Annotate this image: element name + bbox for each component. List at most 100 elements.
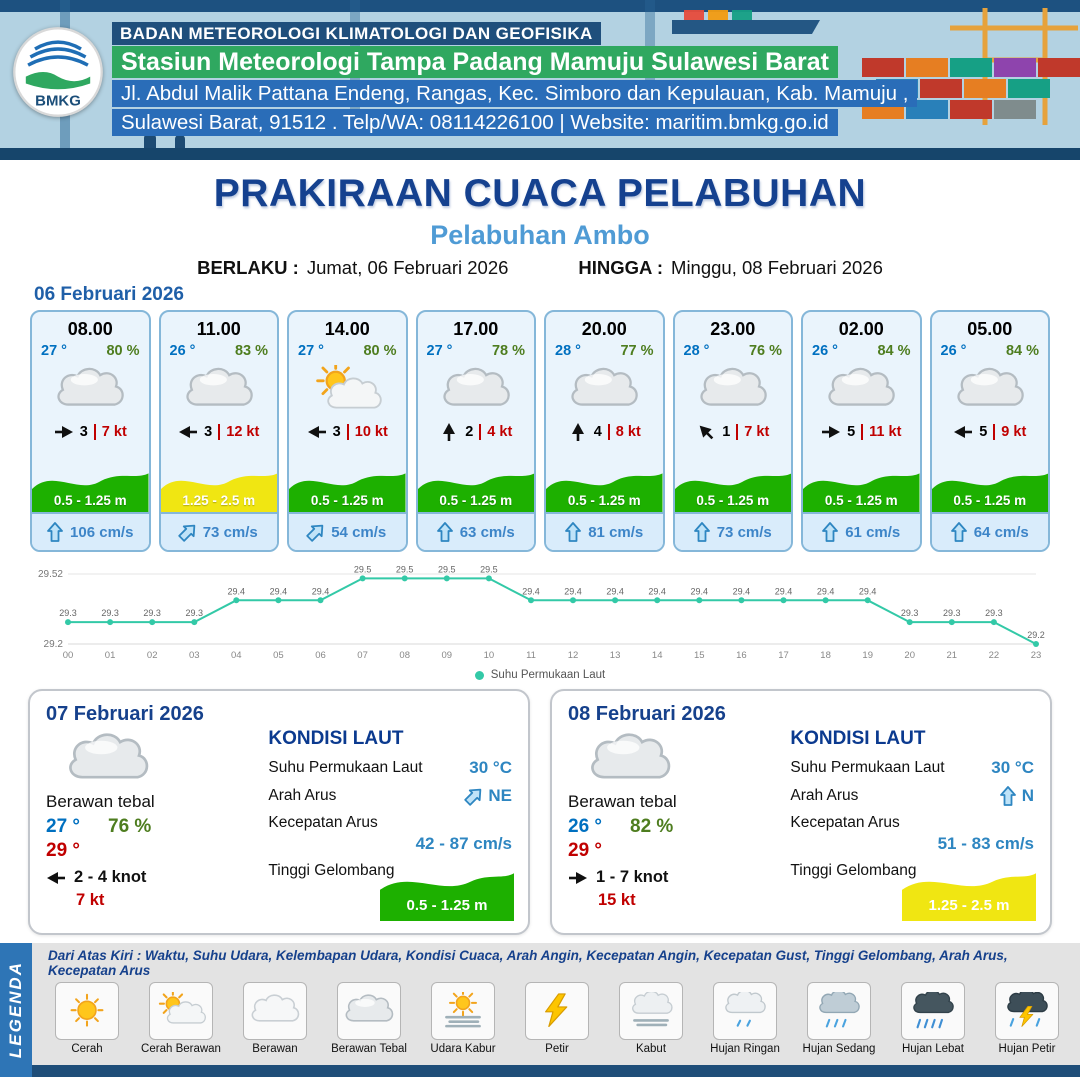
air-temperature: 28 ° [683, 343, 710, 359]
wind-speed: 3 [204, 424, 213, 440]
wind-speed: 3 [332, 424, 341, 440]
wind-row: 5 9 kt [932, 424, 1049, 440]
forecast-cards: 08.00 27 ° 80 % 3 7 kt 0.5 - 1.25 m 106 … [0, 310, 1080, 552]
legend-series-name: Suhu Permukaan Laut [490, 669, 606, 681]
sea-condition-title: KONDISI LAUT [268, 728, 404, 749]
wind-speed: 4 [593, 424, 602, 440]
page-title: PRAKIRAAN CUACA PELABUHAN [213, 172, 867, 215]
legend-item-label: Udara Kabur [430, 1043, 496, 1055]
forecast-time: 02.00 [838, 319, 884, 339]
svg-text:29.4: 29.4 [564, 586, 582, 596]
day-date: 08 Februari 2026 [568, 703, 726, 725]
svg-text:09: 09 [442, 650, 453, 661]
svg-text:29.2: 29.2 [44, 639, 64, 650]
wind-speed: 1 [722, 424, 731, 440]
current-speed-label: Kecepatan Arus [268, 814, 378, 831]
wind-gust: 12 kt [218, 424, 259, 440]
current-direction-icon [950, 522, 967, 542]
svg-text:10: 10 [484, 650, 495, 661]
wind-direction-icon [307, 425, 327, 439]
wave-height-value: 1.25 - 2.5 m [182, 493, 256, 508]
current-direction-icon [693, 522, 710, 542]
legend-icon-berawan [243, 982, 307, 1040]
forecast-card: 20.00 28 ° 77 % 4 8 kt 0.5 - 1.25 m 81 c… [544, 310, 665, 552]
air-temperature: 26 ° [169, 343, 196, 359]
humidity: 76 % [108, 816, 152, 837]
forecast-time: 17.00 [453, 319, 499, 339]
humidity: 80 % [106, 343, 140, 359]
current-dir-label: Arah Arus [268, 787, 337, 804]
air-temperature: 27 ° [41, 343, 67, 359]
wind-row: 2 4 kt [418, 423, 535, 441]
air-temperature: 26 ° [940, 343, 967, 359]
daily-forecast-section: 07 Februari 2026 Berawan tebal 27 ° 76 %… [0, 681, 1080, 935]
air-temperature: 27 ° [426, 343, 453, 359]
air-temperature: 27 ° [46, 816, 81, 837]
air-temperature: 26 ° [568, 816, 603, 837]
current-direction-icon [565, 522, 582, 542]
legend-icon-kabut [619, 982, 683, 1040]
legend-icon-cerah-berawan [149, 982, 213, 1040]
svg-text:07: 07 [357, 650, 368, 661]
bmkg-logo: BMKG [12, 26, 104, 118]
max-temperature: 29 ° [46, 840, 81, 861]
day-card-2: 08 Februari 2026 Berawan tebal 26 ° 82 %… [550, 689, 1052, 935]
legend-item: Cerah [40, 982, 134, 1055]
svg-text:29.4: 29.4 [228, 586, 246, 596]
wave-height-band: 0.5 - 1.25 m [674, 464, 791, 512]
legend-item: Hujan Lebat [886, 982, 980, 1055]
svg-text:29.3: 29.3 [901, 608, 919, 618]
current-direction-icon [177, 522, 196, 542]
current-dir-label: Arah Arus [790, 787, 859, 804]
wind-row: 4 8 kt [546, 423, 663, 441]
svg-text:01: 01 [105, 650, 116, 661]
forecast-time: 14.00 [324, 319, 370, 339]
legend-item-label: Hujan Lebat [901, 1043, 965, 1055]
svg-text:02: 02 [147, 650, 158, 661]
wind-direction-icon [46, 871, 66, 885]
svg-text:29.3: 29.3 [985, 608, 1003, 618]
wind-direction-icon [568, 423, 588, 441]
wind-direction-icon [953, 425, 973, 439]
legend-item-label: Kabut [635, 1043, 667, 1055]
wind-gust: 7 kt [93, 424, 127, 440]
wind-gust: 11 kt [861, 424, 901, 440]
wind-speed: 5 [979, 424, 988, 440]
forecast-time: 11.00 [196, 319, 241, 339]
footer-strip [0, 1065, 1080, 1077]
title-section: PRAKIRAAN CUACA PELABUHAN Pelabuhan Ambo… [0, 160, 1080, 279]
humidity: 76 % [748, 343, 782, 359]
wind-direction-icon [568, 871, 588, 885]
wave-height-value: 0.5 - 1.25 m [310, 493, 384, 508]
weather-icon-berawan-tebal [675, 361, 792, 421]
wind-row: 1 7 kt [675, 424, 792, 440]
forecast-card: 11.00 26 ° 83 % 3 12 kt 1.25 - 2.5 m 73 … [158, 310, 279, 552]
address-line-2: Sulawesi Barat, 91512 . Telp/WA: 0811422… [112, 109, 838, 136]
current-direction-icon [47, 522, 63, 542]
svg-text:29.4: 29.4 [817, 586, 835, 596]
wind-row: 3 12 kt [161, 424, 278, 440]
legend-icon-hujan-sedang [807, 982, 871, 1040]
legend-item: Cerah Berawan [134, 982, 228, 1055]
legend-ribbon-text: LEGENDA [6, 961, 25, 1059]
current-row: 63 cm/s [417, 512, 534, 550]
wind-direction-icon [696, 425, 716, 440]
wave-height-value: 1.25 - 2.5 m [928, 897, 1010, 914]
wind-speed: 2 [465, 424, 474, 440]
address-line-1: Jl. Abdul Malik Pattana Endeng, Rangas, … [112, 80, 918, 107]
legend-section: LEGENDA Dari Atas Kiri : Waktu, Suhu Uda… [0, 943, 1080, 1077]
current-row: 73 cm/s [674, 512, 791, 550]
legend-item: Berawan [228, 982, 322, 1055]
validity-row: BERLAKU : Jumat, 06 Februari 2026 HINGGA … [0, 257, 1080, 279]
forecast-date: 06 Februari 2026 [34, 284, 184, 305]
svg-text:04: 04 [231, 650, 242, 661]
current-dir-value: NE [488, 786, 512, 805]
current-row: 61 cm/s [803, 512, 920, 550]
weather-icon-berawan-tebal [932, 361, 1049, 421]
wind-direction-icon [439, 423, 459, 441]
forecast-card: 08.00 27 ° 80 % 3 7 kt 0.5 - 1.25 m 106 … [30, 310, 151, 552]
current-speed: 81 cm/s [588, 523, 644, 541]
svg-text:29.4: 29.4 [522, 586, 540, 596]
valid-from-value: Jumat, 06 Februari 2026 [306, 257, 509, 278]
wind-speed: 3 [79, 424, 88, 440]
